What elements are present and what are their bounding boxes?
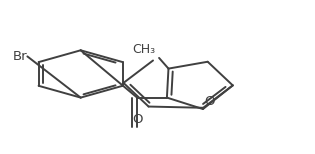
Text: CH₃: CH₃ <box>132 43 155 56</box>
Text: O: O <box>204 95 215 108</box>
Text: Br: Br <box>13 50 27 63</box>
Text: O: O <box>132 113 142 126</box>
